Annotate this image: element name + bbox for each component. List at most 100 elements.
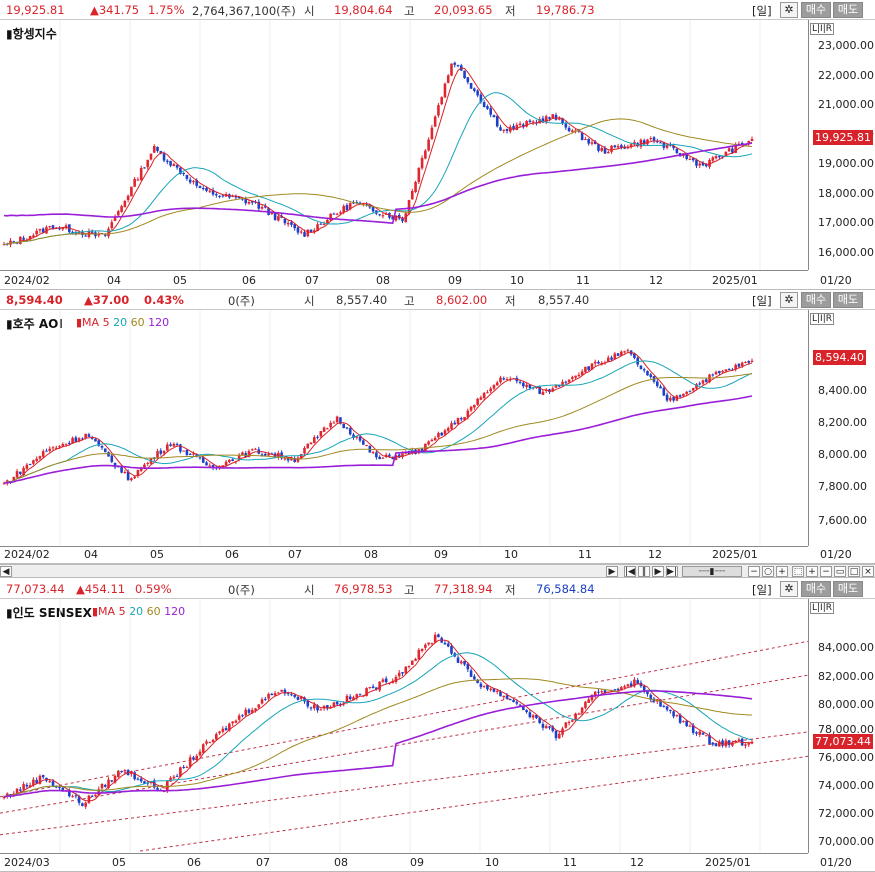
candle-body <box>499 377 502 383</box>
period-day-button[interactable]: [일] <box>752 294 772 308</box>
zoom-slider[interactable]: ┈┈▮┈┈ <box>682 566 742 577</box>
period-day-button[interactable]: [일] <box>752 4 772 18</box>
candle-body <box>299 696 303 699</box>
candle-body <box>234 720 238 723</box>
candle-body <box>574 375 577 378</box>
candle-body <box>277 692 280 694</box>
scroll-left-icon[interactable]: ◀ <box>0 566 12 577</box>
restore-icon[interactable]: ▭ <box>834 566 846 577</box>
x-tick-label: 09 <box>410 856 424 869</box>
x-tick-label: 05 <box>173 274 187 287</box>
candle-body <box>708 735 711 744</box>
candle-body <box>378 681 381 691</box>
candle-body <box>257 704 261 708</box>
last-icon[interactable]: ▶| <box>666 566 678 577</box>
candle-body <box>58 228 61 230</box>
candle-body <box>522 382 525 387</box>
candle-body <box>606 357 610 363</box>
crosshair-icon[interactable]: + <box>806 566 818 577</box>
x-tick-label: 2024/02 <box>4 548 50 561</box>
candle-body <box>518 381 522 383</box>
log-scale-toggle[interactable]: L|I|R <box>810 313 834 325</box>
zoom-out-icon[interactable]: − <box>748 566 760 577</box>
candle-body <box>123 770 127 772</box>
gear-icon[interactable]: ✲ <box>780 292 798 308</box>
candle-body <box>283 689 287 694</box>
candle-body <box>113 775 117 783</box>
candle-body <box>682 393 685 396</box>
candle-body <box>365 445 368 447</box>
zoom-in-icon[interactable]: + <box>776 566 788 577</box>
candle-body <box>466 77 470 83</box>
candle-body <box>564 722 568 728</box>
candle-body <box>740 143 744 145</box>
sell-button[interactable]: 매도 <box>833 581 863 597</box>
candle-body <box>561 381 564 387</box>
x-tick-label: 12 <box>649 274 663 287</box>
candle-body <box>358 694 362 696</box>
candle-body <box>45 227 48 234</box>
pause-icon[interactable]: ‖ <box>638 566 650 577</box>
candle-body <box>68 789 71 797</box>
candle-body <box>257 201 261 209</box>
first-icon[interactable]: |◀ <box>624 566 636 577</box>
candle-body <box>695 159 698 166</box>
minimize-icon[interactable]: − <box>820 566 832 577</box>
candle-body <box>38 456 42 459</box>
candle-body <box>84 235 87 237</box>
candle-body <box>489 388 492 392</box>
candle-body <box>587 366 590 371</box>
candle-body <box>721 740 724 746</box>
sell-button[interactable]: 매도 <box>833 2 863 18</box>
candle-body <box>218 195 221 197</box>
candle-body <box>211 189 215 195</box>
gear-icon[interactable]: ✲ <box>780 2 798 18</box>
candle-body <box>303 697 306 702</box>
aoi-pct: 0.43% <box>144 293 184 307</box>
candle-body <box>51 781 55 786</box>
log-scale-toggle[interactable]: L|I|R <box>810 602 834 614</box>
candle-body <box>528 712 532 718</box>
maximize-icon[interactable]: □ <box>848 566 860 577</box>
buy-button[interactable]: 매수 <box>801 292 831 308</box>
candle-body <box>208 742 212 744</box>
candle-body <box>633 353 636 358</box>
candle-body <box>205 462 208 466</box>
candle-body <box>420 448 424 452</box>
aoi-title: ▮호주 AOI <box>6 317 63 331</box>
candle-body <box>231 195 234 197</box>
scroll-right-icon[interactable]: ▶ <box>606 566 618 577</box>
sell-button[interactable]: 매도 <box>833 292 863 308</box>
play-icon[interactable]: ▶ <box>652 566 664 577</box>
candle-body <box>172 164 176 167</box>
aoi-high: 8,602.00 <box>436 293 488 307</box>
candle-body <box>482 392 486 399</box>
candle-body <box>698 383 702 385</box>
log-scale-toggle[interactable]: L|I|R <box>810 23 834 35</box>
zoom-reset-icon[interactable]: ○ <box>762 566 774 577</box>
candle-body <box>430 642 434 644</box>
expand-icon[interactable]: ⬚ <box>792 566 804 577</box>
candle-body <box>505 695 509 699</box>
ma-legend-item: 5 <box>99 316 110 329</box>
ma-5-line <box>3 67 753 245</box>
candle-body <box>473 404 476 408</box>
candle-body <box>120 467 123 473</box>
candle-body <box>538 717 541 724</box>
buy-button[interactable]: 매수 <box>801 2 831 18</box>
candle-body <box>659 699 662 707</box>
candle-body <box>688 725 692 727</box>
candle-body <box>254 708 257 711</box>
candle-body <box>77 796 81 803</box>
buy-button[interactable]: 매수 <box>801 581 831 597</box>
chart-scrollbar[interactable]: ◀ ▶ |◀ ‖ ▶ ▶| ┈┈▮┈┈ − ○ + ⬚ + − ▭ □ × <box>0 564 875 578</box>
candle-body <box>410 660 414 665</box>
candle-body <box>143 781 146 784</box>
candle-body <box>463 660 466 665</box>
gear-icon[interactable]: ✲ <box>780 581 798 597</box>
close-icon[interactable]: × <box>862 566 874 577</box>
candle-body <box>64 443 68 445</box>
period-day-button[interactable]: [일] <box>752 583 772 597</box>
candle-body <box>528 384 532 388</box>
candle-body <box>185 449 189 455</box>
